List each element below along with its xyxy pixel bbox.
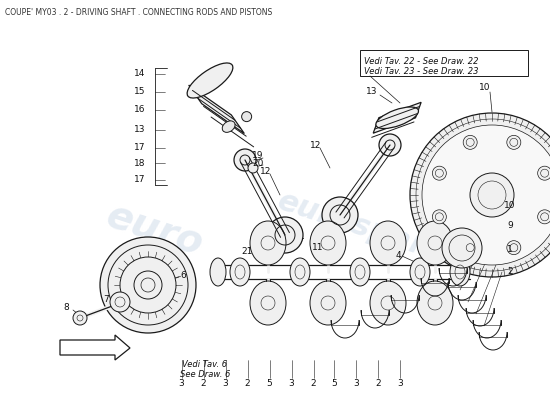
Circle shape (463, 135, 477, 149)
Text: 13: 13 (366, 88, 378, 96)
Text: eurospares: eurospares (274, 186, 466, 274)
Text: 7: 7 (103, 296, 109, 304)
Circle shape (322, 197, 358, 233)
Text: 2: 2 (311, 378, 316, 388)
Ellipse shape (210, 258, 226, 286)
Ellipse shape (222, 121, 235, 132)
Circle shape (267, 217, 303, 253)
Circle shape (538, 166, 550, 180)
Text: 2: 2 (507, 268, 513, 276)
Ellipse shape (310, 281, 346, 325)
Text: Vedi Tav. 6: Vedi Tav. 6 (183, 360, 228, 369)
Ellipse shape (230, 258, 250, 286)
Circle shape (100, 237, 196, 333)
Ellipse shape (410, 258, 430, 286)
Ellipse shape (187, 63, 233, 98)
Circle shape (120, 257, 176, 313)
Ellipse shape (450, 258, 470, 286)
Text: 19: 19 (252, 150, 264, 160)
Text: 12: 12 (310, 140, 322, 150)
Circle shape (234, 149, 256, 171)
Circle shape (110, 292, 130, 312)
Circle shape (379, 134, 401, 156)
Text: 16: 16 (134, 106, 146, 114)
Text: 4: 4 (395, 250, 401, 260)
Text: 10: 10 (479, 84, 491, 92)
Circle shape (241, 112, 252, 122)
Text: 2: 2 (376, 378, 381, 388)
Circle shape (507, 241, 521, 255)
Circle shape (410, 113, 550, 277)
Text: 2: 2 (201, 378, 206, 388)
Text: 3: 3 (354, 378, 359, 388)
Text: 18: 18 (134, 158, 146, 168)
Text: 11: 11 (312, 244, 324, 252)
Circle shape (442, 228, 482, 268)
Ellipse shape (350, 258, 370, 286)
Polygon shape (373, 102, 421, 133)
Circle shape (432, 166, 447, 180)
Text: 3: 3 (289, 378, 294, 388)
Text: 8: 8 (63, 304, 69, 312)
Text: 10: 10 (504, 200, 516, 210)
Text: 17: 17 (134, 176, 146, 184)
Text: Vedi Tav. 23 - See Draw. 23: Vedi Tav. 23 - See Draw. 23 (364, 67, 478, 76)
Text: 14: 14 (134, 70, 146, 78)
Ellipse shape (250, 281, 286, 325)
Circle shape (470, 173, 514, 217)
Ellipse shape (250, 221, 286, 265)
Text: COUPE' MY03 . 2 - DRIVING SHAFT . CONNECTING RODS AND PISTONS: COUPE' MY03 . 2 - DRIVING SHAFT . CONNEC… (5, 8, 272, 17)
Circle shape (432, 210, 447, 224)
Circle shape (134, 271, 162, 299)
Text: 13: 13 (134, 126, 146, 134)
Text: 20: 20 (252, 160, 263, 168)
Ellipse shape (376, 107, 419, 128)
Text: 12: 12 (260, 168, 272, 176)
Bar (360, 50, 528, 76)
Polygon shape (189, 85, 244, 134)
Circle shape (248, 163, 258, 173)
Text: 3: 3 (223, 378, 228, 388)
Text: Vedi Tav. 22 - See Draw. 22: Vedi Tav. 22 - See Draw. 22 (364, 57, 478, 66)
Text: 6: 6 (180, 270, 186, 280)
Ellipse shape (417, 281, 453, 325)
Text: 9: 9 (507, 220, 513, 230)
Circle shape (463, 241, 477, 255)
Circle shape (422, 125, 550, 265)
Text: euro: euro (102, 196, 208, 264)
Circle shape (538, 210, 550, 224)
Text: 1: 1 (507, 246, 513, 254)
Text: 2: 2 (245, 378, 250, 388)
Ellipse shape (310, 221, 346, 265)
Text: See Draw. 6: See Draw. 6 (180, 370, 230, 379)
Circle shape (73, 311, 87, 325)
Text: 5: 5 (332, 378, 337, 388)
Text: 3: 3 (179, 378, 184, 388)
Ellipse shape (290, 258, 310, 286)
Text: 15: 15 (134, 88, 146, 96)
Ellipse shape (417, 221, 453, 265)
Text: 3: 3 (398, 378, 403, 388)
Text: 17: 17 (134, 144, 146, 152)
Polygon shape (60, 335, 130, 360)
Text: 21: 21 (241, 248, 252, 256)
Text: 5: 5 (267, 378, 272, 388)
Ellipse shape (370, 221, 406, 265)
Ellipse shape (370, 281, 406, 325)
Circle shape (507, 135, 521, 149)
